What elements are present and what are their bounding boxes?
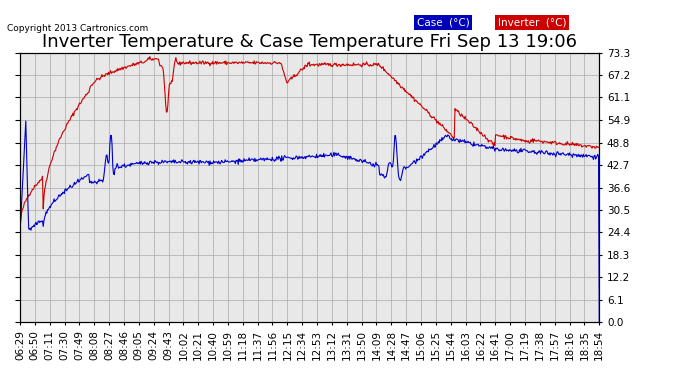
Title: Inverter Temperature & Case Temperature Fri Sep 13 19:06: Inverter Temperature & Case Temperature … — [42, 33, 577, 51]
Text: Inverter  (°C): Inverter (°C) — [498, 18, 566, 27]
Text: Case  (°C): Case (°C) — [417, 18, 469, 27]
Text: Copyright 2013 Cartronics.com: Copyright 2013 Cartronics.com — [7, 24, 148, 33]
